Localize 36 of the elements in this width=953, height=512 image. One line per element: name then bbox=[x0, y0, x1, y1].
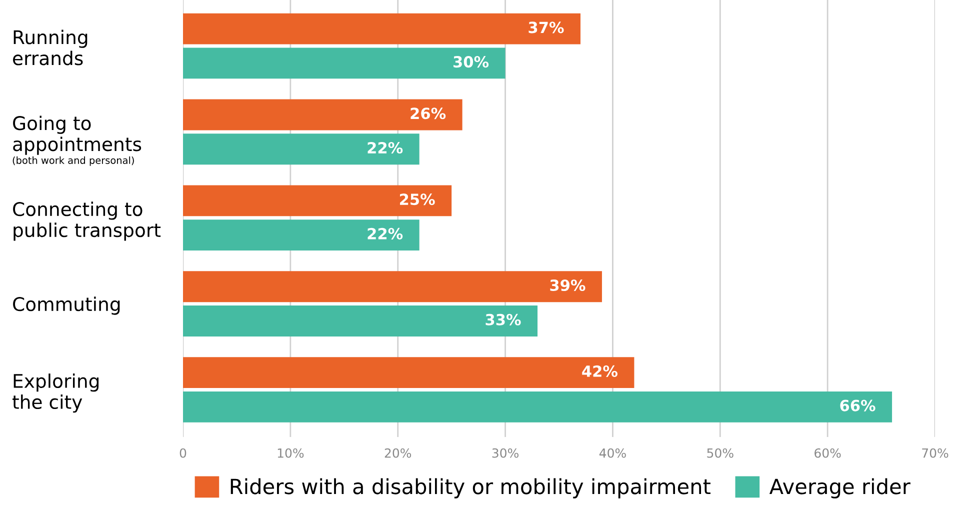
x-tick-label: 70% bbox=[922, 448, 948, 458]
data-label: 26% bbox=[410, 108, 446, 120]
data-label: 33% bbox=[486, 314, 521, 326]
data-label: 37% bbox=[528, 22, 564, 34]
data-label: 42% bbox=[582, 365, 618, 377]
legend-label: Riders with a disability or mobility impairment bbox=[230, 478, 710, 498]
data-label: 22% bbox=[368, 228, 403, 240]
data-label: 25% bbox=[400, 194, 435, 206]
x-tick-label: 50% bbox=[707, 448, 734, 458]
bar bbox=[183, 134, 420, 165]
bar bbox=[183, 48, 506, 79]
y-tick-label: Going to appointments bbox=[13, 116, 142, 155]
data-label: 22% bbox=[368, 142, 403, 154]
x-tick-label: 60% bbox=[814, 448, 841, 458]
x-tick-label: 10% bbox=[278, 448, 304, 458]
y-tick-label: Running errands bbox=[13, 30, 88, 66]
bar bbox=[183, 306, 538, 336]
x-tick-label: 40% bbox=[599, 448, 626, 458]
y-tick-label: Commuting bbox=[13, 296, 120, 315]
y-tick-label: Connecting to public transport bbox=[13, 202, 161, 241]
bar bbox=[183, 185, 452, 216]
bar bbox=[183, 220, 420, 251]
x-tick-label: 20% bbox=[384, 448, 412, 458]
x-tick-label: 30% bbox=[492, 448, 518, 458]
bar bbox=[183, 357, 634, 388]
bar bbox=[183, 391, 892, 422]
bar bbox=[183, 99, 462, 130]
data-label: 66% bbox=[840, 400, 876, 412]
bar bbox=[183, 13, 580, 44]
data-label: 30% bbox=[454, 56, 489, 68]
bar bbox=[183, 271, 602, 302]
y-tick-label: Exploring the city bbox=[12, 374, 99, 413]
x-tick-label: 0 bbox=[180, 448, 186, 458]
text: (both work and personal) bbox=[12, 156, 134, 166]
legend-label: Average rider bbox=[769, 478, 910, 498]
data-label: 39% bbox=[550, 279, 586, 292]
